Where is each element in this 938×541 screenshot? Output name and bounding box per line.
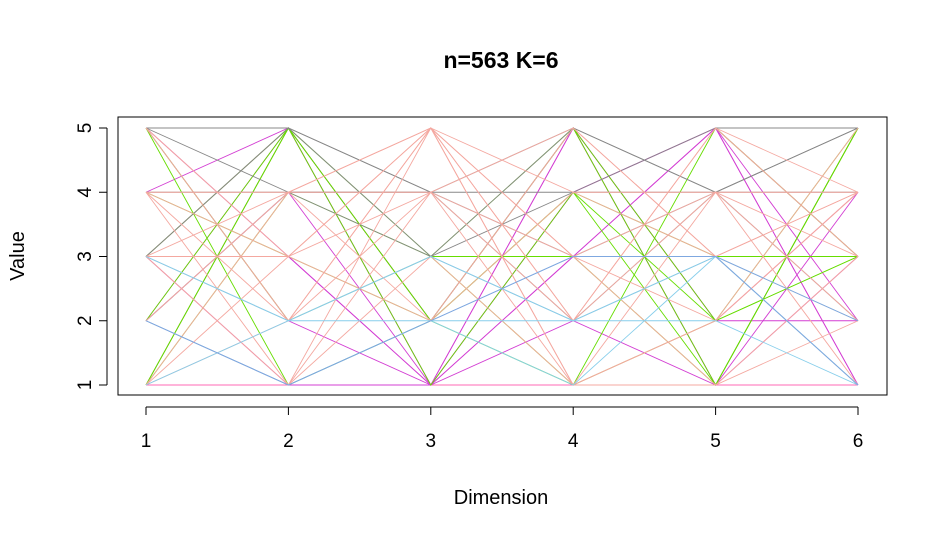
series-line-39	[145, 127, 859, 322]
series-line-37	[146, 127, 859, 322]
y-tick-label: 3	[75, 251, 96, 262]
series-line-38	[145, 127, 859, 258]
series-line-36	[146, 191, 859, 322]
chart-title: n=563 K=6	[443, 47, 558, 73]
y-tick-label: 2	[75, 315, 96, 326]
x-tick-label: 2	[283, 431, 294, 452]
x-tick-label: 5	[710, 431, 721, 452]
x-tick-label: 4	[568, 431, 579, 452]
x-tick-label: 6	[853, 431, 864, 452]
series-layer	[145, 127, 859, 386]
y-tick-label: 1	[75, 380, 96, 391]
x-axis: 1 2 3 4 5 6	[141, 406, 864, 452]
y-axis-label: Value	[7, 231, 29, 281]
series-line-45	[145, 256, 859, 386]
y-tick-label: 5	[75, 123, 96, 134]
plot-box	[117, 116, 888, 396]
x-axis-label: Dimension	[454, 487, 548, 509]
x-tick-label: 1	[141, 431, 152, 452]
x-tick-label: 3	[426, 431, 437, 452]
y-tick-label: 4	[75, 187, 96, 198]
y-axis: 1 2 3 4 5	[75, 123, 108, 391]
